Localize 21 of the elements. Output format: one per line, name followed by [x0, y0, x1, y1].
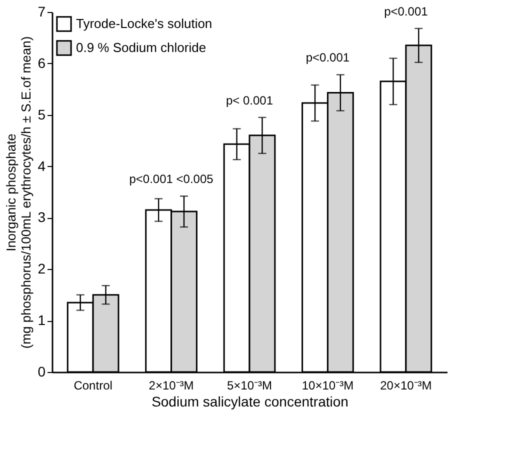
y-axis-title: Inorganic phosphate (mg phosphorus/100mL erythrocytes/h ± S.E.of mean): [4, 36, 34, 349]
y-tick-label: 0: [38, 364, 46, 380]
x-tick-label: 5×10⁻³M: [226, 378, 272, 392]
x-tick-label: 2×10⁻³M: [148, 378, 194, 392]
y-tick-label: 6: [38, 54, 46, 71]
x-axis-title: Sodium salicylate concentration: [152, 394, 348, 410]
y-tick-label: 7: [38, 4, 46, 20]
annotation: p<0.001: [384, 4, 428, 18]
legend-label: Tyrode-Locke's solution: [76, 16, 212, 31]
y-tick-label: 4: [38, 158, 46, 174]
annotation: p< 0.001: [226, 93, 274, 108]
y-tick-label: 3: [38, 209, 46, 226]
y-tick-label: 2: [38, 260, 46, 277]
legend-label: 0.9 % Sodium chloride: [76, 40, 206, 55]
x-tick-label: 20×10⁻³M: [380, 378, 432, 392]
y-tick-label: 5: [38, 106, 46, 122]
x-tick-label: Control: [74, 378, 112, 392]
x-tick-label: 10×10⁻³M: [302, 378, 354, 392]
y-tick-label: 1: [38, 312, 46, 328]
annotation: p<0.001: [306, 50, 350, 65]
annotation: p<0.001 <0.005: [129, 172, 214, 186]
